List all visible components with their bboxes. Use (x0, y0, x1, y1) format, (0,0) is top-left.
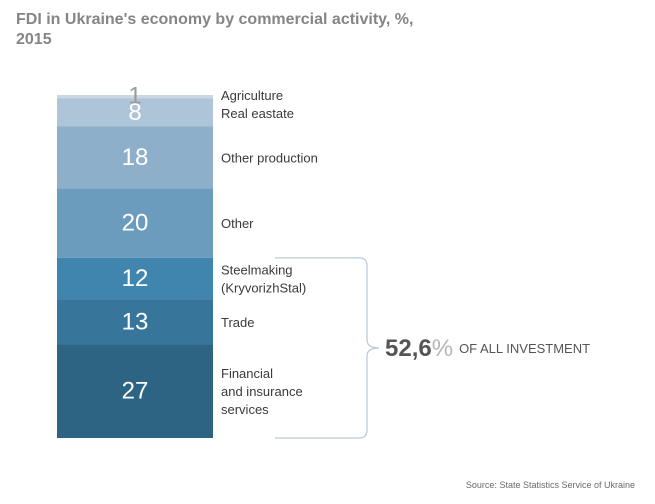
value-label: 1 (128, 83, 141, 110)
bar-segment (57, 95, 213, 99)
value-label: 18 (122, 144, 149, 171)
value-label: 12 (122, 265, 149, 292)
category-label: Steelmaking (KryvorizhStal) (221, 262, 306, 295)
bar-segment (57, 188, 213, 258)
category-label: Trade (221, 314, 254, 329)
value-label: 8 (128, 99, 141, 126)
bar-segment (57, 344, 213, 438)
chart-title: FDI in Ukraine's economy by commercial a… (16, 11, 414, 48)
bar-segment (57, 257, 213, 300)
category-label: Real eastate (221, 106, 294, 121)
bar-segment (57, 126, 213, 189)
bracket-line (275, 257, 380, 439)
bracket-annotation: 52,6% OF ALL INVESTMENT (385, 334, 590, 361)
category-label: Financial and insurance services (221, 366, 303, 417)
category-label: Other (221, 216, 254, 231)
value-label: 20 (122, 210, 149, 237)
bar-segment (57, 98, 213, 127)
bar-segment (57, 299, 213, 345)
value-label: 27 (122, 378, 149, 405)
value-label: 13 (122, 308, 149, 335)
category-label: Other production (221, 150, 318, 165)
category-label: Agriculture (221, 88, 283, 103)
source-note: Source: State Statistics Service of Ukra… (465, 480, 635, 490)
